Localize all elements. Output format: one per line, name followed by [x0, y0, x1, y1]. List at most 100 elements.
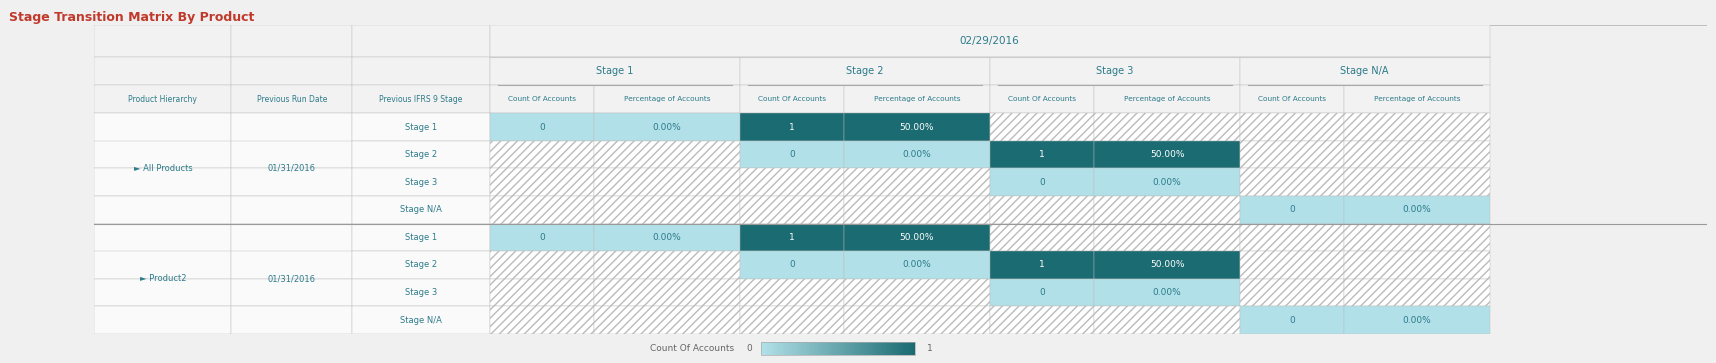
Text: 0.00%: 0.00% [1153, 288, 1181, 297]
Text: 0: 0 [1040, 178, 1045, 187]
Bar [94, 113, 232, 224]
Bar [232, 251, 352, 279]
Bar [352, 85, 489, 113]
Bar [594, 279, 740, 306]
Bar [1345, 168, 1489, 196]
Text: Previous IFRS 9 Stage: Previous IFRS 9 Stage [379, 95, 463, 103]
Bar [489, 306, 594, 334]
Text: Count Of Accounts: Count Of Accounts [650, 344, 734, 353]
Text: 0.00%: 0.00% [903, 261, 932, 269]
Text: Percentage of Accounts: Percentage of Accounts [623, 96, 710, 102]
Text: 0.00%: 0.00% [1402, 205, 1431, 214]
Text: Stage 1: Stage 1 [405, 233, 438, 242]
Text: 50.00%: 50.00% [1150, 150, 1184, 159]
Bar [1095, 251, 1239, 279]
Bar [232, 168, 352, 196]
Bar [489, 168, 594, 196]
Bar [1095, 168, 1239, 196]
Text: Count Of Accounts: Count Of Accounts [758, 96, 825, 102]
Bar [232, 113, 352, 224]
Bar [844, 306, 990, 334]
Bar [94, 57, 232, 85]
Bar [740, 141, 844, 168]
Text: 1: 1 [1040, 261, 1045, 269]
Text: 1: 1 [927, 344, 932, 353]
Text: 0: 0 [746, 344, 752, 353]
Bar [594, 85, 740, 113]
Bar [594, 168, 740, 196]
Text: 50.00%: 50.00% [1150, 261, 1184, 269]
Bar [94, 141, 232, 168]
Bar [94, 251, 232, 279]
Bar [352, 113, 489, 141]
Bar [1095, 141, 1239, 168]
Text: 1: 1 [1040, 150, 1045, 159]
Text: Stage 3: Stage 3 [1097, 66, 1133, 76]
Bar [990, 113, 1095, 141]
Text: 0: 0 [1040, 288, 1045, 297]
Bar [1095, 113, 1239, 141]
Bar [740, 168, 844, 196]
Bar [762, 342, 915, 355]
Text: 0: 0 [539, 122, 546, 131]
Bar [594, 251, 740, 279]
Bar [990, 279, 1095, 306]
Text: 01/31/2016: 01/31/2016 [268, 274, 316, 283]
Text: 1: 1 [789, 122, 795, 131]
Text: Previous Run Date: Previous Run Date [257, 95, 328, 103]
Text: Stage N/A: Stage N/A [400, 205, 443, 214]
Bar [232, 25, 352, 57]
Bar [1239, 306, 1345, 334]
Bar [1239, 224, 1345, 251]
Bar [740, 113, 844, 141]
Bar [232, 306, 352, 334]
Text: 0: 0 [789, 150, 795, 159]
Text: Product Hierarchy: Product Hierarchy [129, 95, 197, 103]
Text: Stage 2: Stage 2 [405, 261, 438, 269]
Bar [1345, 85, 1489, 113]
Bar [594, 113, 740, 141]
Bar [232, 85, 352, 113]
Bar [489, 279, 594, 306]
Bar [1239, 85, 1345, 113]
Bar [94, 85, 232, 113]
Bar [594, 141, 740, 168]
Text: Stage N/A: Stage N/A [400, 316, 443, 325]
Bar [1239, 196, 1345, 224]
Bar [489, 251, 594, 279]
Bar [352, 57, 489, 85]
Bar [1345, 113, 1489, 141]
Bar [990, 306, 1095, 334]
Bar [990, 196, 1095, 224]
Text: 1: 1 [789, 233, 795, 242]
Bar [489, 224, 594, 251]
Text: Count Of Accounts: Count Of Accounts [508, 96, 577, 102]
Text: 0.00%: 0.00% [903, 150, 932, 159]
Bar [232, 279, 352, 306]
Bar [489, 85, 594, 113]
Bar [740, 279, 844, 306]
Text: 50.00%: 50.00% [899, 122, 934, 131]
Bar [990, 141, 1095, 168]
Bar [1095, 196, 1239, 224]
Bar [594, 306, 740, 334]
Bar [1345, 279, 1489, 306]
Text: Percentage of Accounts: Percentage of Accounts [1375, 96, 1460, 102]
Bar [990, 168, 1095, 196]
Text: 0.00%: 0.00% [652, 122, 681, 131]
Text: Stage 2: Stage 2 [846, 66, 884, 76]
Bar [740, 85, 844, 113]
Bar [352, 306, 489, 334]
Bar [844, 279, 990, 306]
Bar [844, 251, 990, 279]
Bar [1239, 279, 1345, 306]
Bar [844, 224, 990, 251]
Bar [740, 57, 990, 85]
Bar [352, 168, 489, 196]
Text: ► All Products: ► All Products [134, 164, 192, 173]
Text: 50.00%: 50.00% [899, 233, 934, 242]
Text: Percentage of Accounts: Percentage of Accounts [1124, 96, 1210, 102]
Bar [1239, 141, 1345, 168]
Bar [94, 279, 232, 306]
Bar [990, 85, 1095, 113]
